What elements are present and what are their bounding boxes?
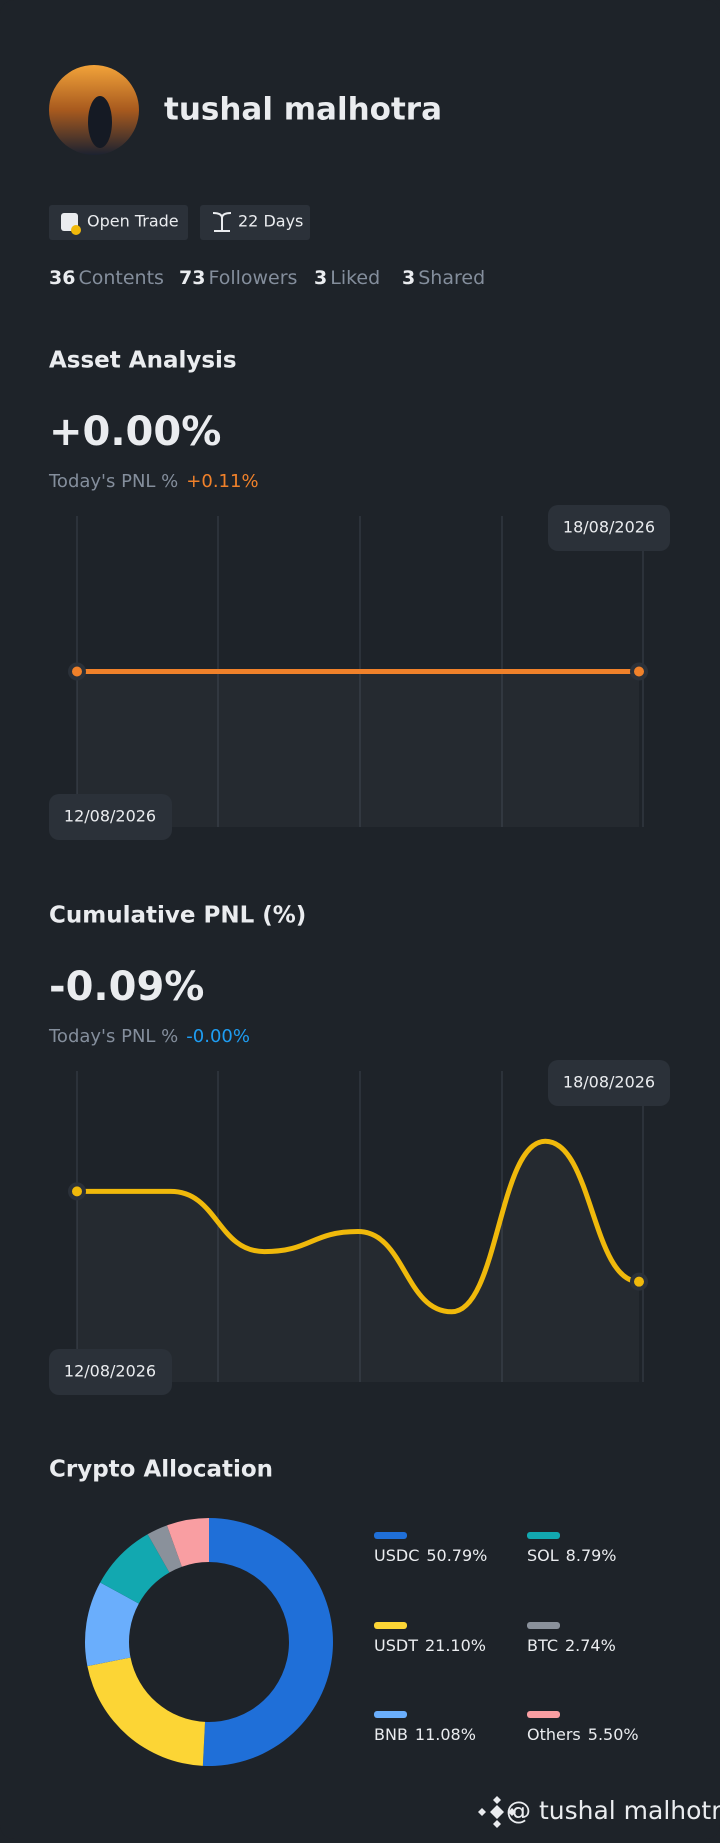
stat-value: 3 [402,267,415,289]
stat-value: 3 [314,267,327,289]
tooltip-date: 18/08/2026 [563,1073,655,1092]
badge-icon [212,212,232,232]
legend-label: USDC [374,1546,419,1565]
legend-swatch [527,1711,560,1718]
pnl-value: -0.00% [186,1026,250,1047]
value-label: 11.08% [415,1725,476,1744]
stat-value: 73 [179,267,205,289]
point [68,662,86,681]
legend-swatch [527,1532,560,1539]
slice [202,1518,333,1766]
watermark: @ tushal malhotra [506,1796,720,1825]
avatar-figure [88,96,112,148]
stat-label: Liked [330,267,380,289]
value-label: 2.74% [565,1636,616,1655]
headline-value: +0.00% [49,409,221,455]
tooltip-date: 12/08/2026 [64,807,156,826]
stat-value: 36 [49,267,75,289]
pnl-value: +0.11% [186,471,258,492]
legend-label: SOL [527,1546,559,1565]
section-title: Asset Analysis [49,348,237,374]
legend-entry: USDC 50.79% [374,1546,487,1565]
legend-entry: Others 5.50% [527,1725,639,1744]
slice [147,1525,182,1573]
tooltip [49,1349,172,1395]
tooltip [548,505,670,551]
legend-entry: BTC 2.74% [527,1636,616,1655]
tooltip [49,794,172,840]
pnl-label: Today's PNL % [48,1026,178,1047]
badge-label: 22 Days [238,212,303,231]
value-label: 50.79% [426,1546,487,1565]
legend-label: BTC [527,1636,558,1655]
stats: 36 Contents 73 Followers 3 Liked 3 Shared [49,267,485,289]
slice [100,1534,170,1604]
pnl-label: Today's PNL % [48,471,178,492]
stat-label: Shared [418,267,485,289]
legend-entry: SOL 8.79% [527,1546,617,1565]
stat: 3 Shared [402,267,485,289]
watermark-logo [478,1796,516,1828]
tooltip-date: 18/08/2026 [563,518,655,537]
badge-label: Open Trade [87,212,179,231]
user-name[interactable]: tushal malhotra [164,92,442,128]
legend-swatch [374,1711,407,1718]
tooltip [548,1060,670,1106]
tooltip-date: 12/08/2026 [64,1362,156,1381]
stat-label: Contents [78,267,163,289]
point [68,1182,86,1201]
stat: 3 Liked [314,267,380,289]
line [74,1138,642,1315]
legend-label: USDT [374,1636,418,1655]
pnl-row: Today's PNL % +0.11% [48,471,259,492]
headline-value: -0.09% [49,964,204,1010]
section-title: Cumulative PNL (%) [49,903,306,929]
point [630,662,648,681]
stat-label: Followers [208,267,297,289]
section-title: Crypto Allocation [49,1457,273,1483]
pnl-row: Today's PNL % -0.00% [48,1026,250,1047]
legend-label: BNB [374,1725,408,1744]
point [630,1272,648,1291]
value-label: 5.50% [588,1725,639,1744]
value-label: 8.79% [566,1546,617,1565]
legend-swatch [527,1622,560,1629]
stat: 36 Contents [49,267,164,289]
slice [84,1582,139,1667]
legend-entry: USDT 21.10% [374,1636,486,1655]
legend-swatch [374,1532,407,1539]
stat: 73 Followers [179,267,297,289]
value-label: 21.10% [425,1636,486,1655]
slice [166,1518,209,1567]
badge-icon-dot [71,225,81,235]
badge [49,205,188,240]
slice [87,1657,206,1766]
legend-entry: BNB 11.08% [374,1725,476,1744]
legend-label: Others [527,1725,581,1744]
legend-swatch [374,1622,407,1629]
